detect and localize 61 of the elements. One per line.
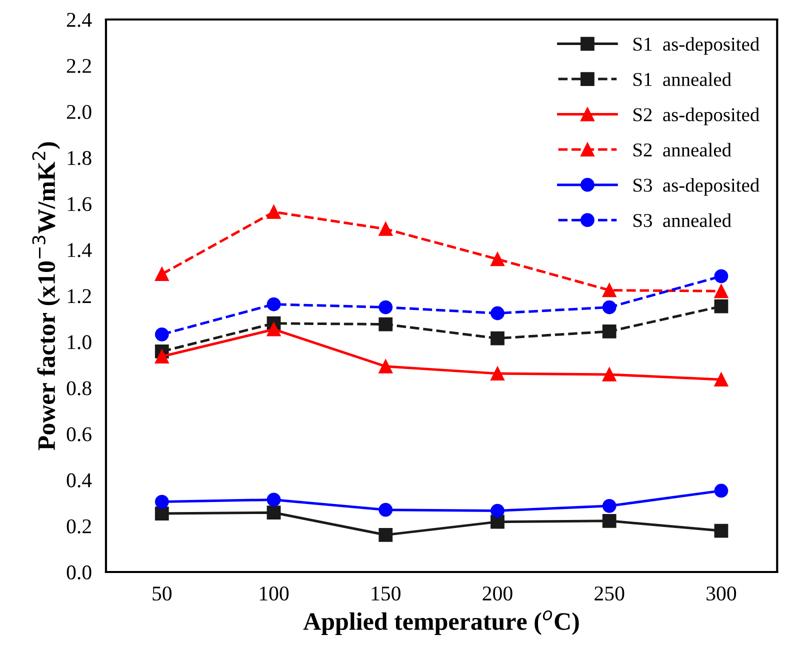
point [714,269,728,284]
point [378,502,393,517]
point [266,492,281,507]
point [490,331,504,346]
point [602,324,616,338]
y-tick-label: 1.2 [68,289,91,304]
y-tick-label: 0.0 [66,565,92,580]
legend-label: S1 as-deposited [633,37,760,55]
y-tick-label: 1.4 [68,243,92,258]
point [266,297,281,312]
y-axis-title: Power factor (x10$^{−3}$W/mK$^{2}$) [32,142,60,450]
y-tick-label: 1.0 [68,335,92,350]
point [266,506,281,520]
point [714,299,728,314]
point [154,327,169,342]
point [378,300,393,314]
point [266,205,281,219]
y-tick-label: 0.4 [66,473,92,488]
point [266,322,281,336]
x-axis-title: Applied temperature ($^{o}$C) [303,610,579,636]
legend-label: S3 annealed [633,213,732,228]
point [154,506,169,520]
point [602,498,616,513]
y-tick-label: 1.8 [68,151,92,166]
legend-label: S1 annealed [633,72,732,86]
y-tick-label: 2.0 [66,104,92,120]
point [714,524,728,538]
legend-label: S2 annealed [633,142,732,157]
point [602,283,616,298]
y-tick-label: 1.6 [68,197,92,212]
point [490,514,504,529]
point [378,317,393,332]
x-tick-label: 100 [260,586,289,601]
y-tick-label: 0.8 [66,381,92,396]
y-tick-label: 2.2 [66,58,91,74]
point [378,528,393,542]
point [490,504,504,518]
y-tick-label: 0.6 [66,427,92,442]
legend-label: S3 as-deposited [633,178,760,196]
point [154,350,169,364]
point [378,222,393,236]
point [490,252,504,266]
point [154,267,169,282]
legend-label: S2 as-deposited [633,108,760,126]
y-tick-label: 0.2 [66,519,91,534]
x-tick-label: 200 [482,586,512,601]
x-tick-label: 300 [706,586,736,601]
point [602,368,616,382]
x-tick-label: 250 [594,586,624,601]
x-tick-label: 50 [152,586,172,601]
point [602,514,616,528]
point [714,284,728,298]
point [602,300,616,314]
point [154,494,169,509]
point [714,372,728,386]
point [490,306,504,320]
x-tick-label: 150 [372,586,400,601]
point [490,366,504,381]
y-tick-label: 2.4 [66,12,92,28]
point [378,359,393,374]
point [714,484,728,498]
